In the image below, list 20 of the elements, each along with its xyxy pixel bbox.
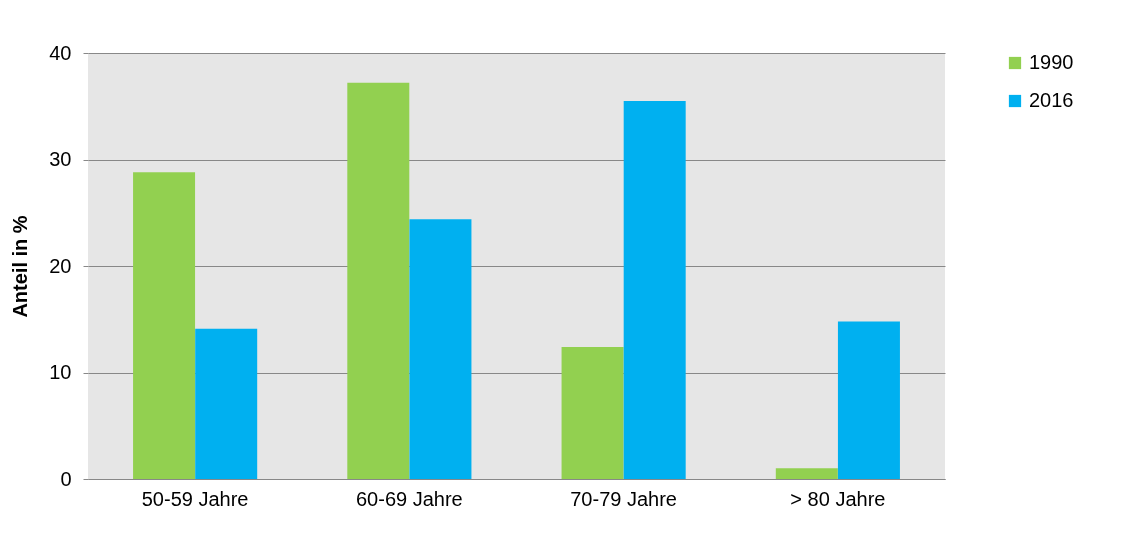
legend-label: 2016	[1029, 89, 1074, 111]
y-tick-label: 40	[49, 41, 72, 64]
bar	[561, 346, 624, 479]
bar	[623, 100, 686, 479]
bar	[133, 172, 196, 479]
y-tick-label: 30	[49, 148, 72, 170]
legend-label: 1990	[1029, 51, 1074, 73]
bar	[195, 328, 258, 479]
bar	[837, 321, 900, 479]
x-tick-label: > 80 Jahre	[790, 487, 886, 510]
x-tick-label: 50-59 Jahre	[141, 487, 249, 510]
bar	[347, 82, 410, 479]
y-tick-label: 20	[49, 254, 72, 277]
x-tick-label: 60-69 Jahre	[356, 487, 463, 510]
x-tick-label: 70-79 Jahre	[570, 487, 677, 510]
bar	[775, 468, 838, 479]
bar	[409, 219, 472, 479]
y-axis-title: Anteil in %	[9, 215, 32, 318]
y-tick-label: 0	[60, 467, 72, 490]
y-tick-label: 10	[49, 361, 72, 383]
